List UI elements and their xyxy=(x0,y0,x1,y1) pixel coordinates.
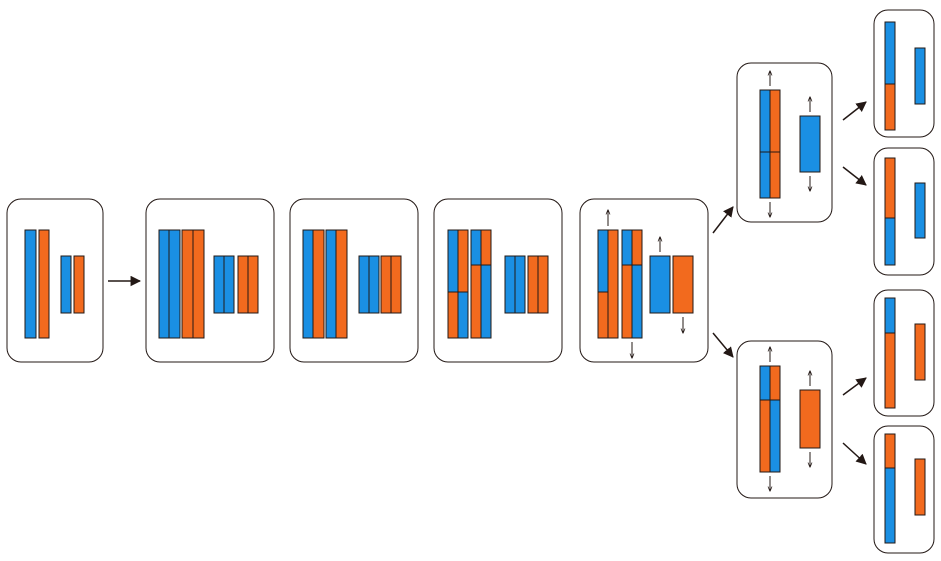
segment xyxy=(621,229,633,266)
segment xyxy=(631,229,643,266)
arrow xyxy=(712,332,734,358)
segment xyxy=(631,264,643,339)
segment xyxy=(470,264,482,339)
segment xyxy=(884,21,896,85)
segment xyxy=(192,229,205,339)
segment xyxy=(457,291,469,339)
segment xyxy=(390,255,402,314)
segment xyxy=(38,229,50,339)
segment xyxy=(247,255,259,314)
segment xyxy=(527,255,539,314)
segment xyxy=(769,89,781,153)
segment xyxy=(73,255,85,314)
segment xyxy=(213,255,225,314)
segment xyxy=(447,229,459,293)
arrow xyxy=(842,377,867,396)
segment xyxy=(312,229,325,339)
segment xyxy=(514,255,526,314)
segment xyxy=(480,264,492,339)
segment xyxy=(24,229,37,339)
segment xyxy=(181,229,194,339)
segment xyxy=(799,115,821,173)
segment xyxy=(799,389,821,449)
segment xyxy=(358,255,370,314)
segment xyxy=(914,458,926,516)
segment xyxy=(914,182,926,239)
segment xyxy=(607,229,619,339)
segment xyxy=(884,467,896,544)
segment xyxy=(302,229,314,339)
segment xyxy=(621,264,633,339)
arrow xyxy=(842,166,867,186)
segment xyxy=(368,255,380,314)
arrow xyxy=(842,101,867,121)
arrow xyxy=(712,206,734,234)
segment xyxy=(597,229,609,293)
segment xyxy=(672,255,694,314)
segment xyxy=(914,47,926,105)
segment xyxy=(759,151,771,199)
segment xyxy=(884,157,896,219)
segment xyxy=(168,229,181,339)
segment xyxy=(769,365,781,401)
panel xyxy=(6,198,104,363)
arrow xyxy=(842,442,867,465)
segment xyxy=(769,399,781,473)
segment xyxy=(884,332,896,409)
segment xyxy=(884,217,896,266)
segment xyxy=(597,291,609,339)
segment xyxy=(335,229,348,339)
segment xyxy=(537,255,549,314)
segment xyxy=(223,255,235,314)
segment xyxy=(60,255,72,314)
segment xyxy=(158,229,170,339)
segment xyxy=(480,229,492,266)
segment xyxy=(884,83,896,131)
segment xyxy=(457,229,469,293)
segment xyxy=(237,255,249,314)
segment xyxy=(914,323,926,381)
segment xyxy=(649,255,671,314)
segment xyxy=(884,433,896,469)
segment xyxy=(325,229,337,339)
segment xyxy=(380,255,392,314)
segment xyxy=(470,229,482,266)
segment xyxy=(504,255,516,314)
segment xyxy=(447,291,459,339)
segment xyxy=(884,297,896,334)
